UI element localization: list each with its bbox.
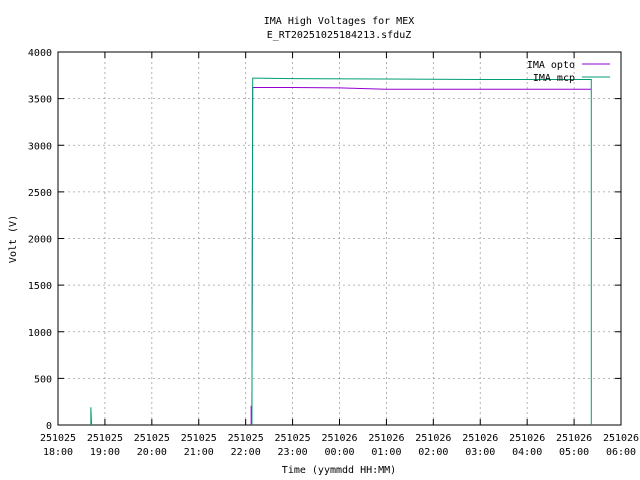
x-tick-label: 251025 21:00 [181, 433, 217, 458]
y-tick-label: 0 [46, 421, 52, 432]
plot-border [57, 51, 622, 426]
x-tick-label: 251026 01:00 [368, 433, 404, 458]
x-tick-label: 251026 00:00 [321, 433, 357, 458]
x-tick-label: 251025 20:00 [134, 433, 170, 458]
x-tick-label: 251025 18:00 [40, 433, 76, 458]
data-line [90, 77, 592, 426]
x-tick-label: 251026 02:00 [415, 433, 451, 458]
chart-title: IMA High Voltages for MEX [264, 16, 415, 27]
y-tick-label: 2000 [28, 235, 52, 246]
x-tick-label: 251026 04:00 [509, 433, 545, 458]
x-tick-label: 251026 05:00 [556, 433, 592, 458]
y-tick-label: 4000 [28, 48, 52, 59]
y-tick-label: 3500 [28, 95, 52, 106]
chart-subtitle: E_RT20251025184213.sfduZ [267, 30, 412, 41]
data-line [250, 86, 592, 425]
x-tick-label: 251026 06:00 [603, 433, 639, 458]
y-tick-label: 1500 [28, 281, 52, 292]
y-tick-label: 2500 [28, 188, 52, 199]
x-axis-label: Time (yymmdd HH:MM) [282, 465, 396, 476]
x-tick-label: 251025 23:00 [275, 433, 311, 458]
legend-label: IMA opto [527, 60, 575, 71]
x-tick-label: 251026 03:00 [462, 433, 498, 458]
y-tick-label: 3000 [28, 141, 52, 152]
x-tick-label: 251025 22:00 [228, 433, 264, 458]
y-tick-label: 500 [34, 374, 52, 385]
y-axis-label: Volt (V) [8, 215, 19, 263]
x-tick-label: 251025 19:00 [87, 433, 123, 458]
y-tick-label: 1000 [28, 328, 52, 339]
legend-label: IMA mcp [533, 73, 575, 84]
